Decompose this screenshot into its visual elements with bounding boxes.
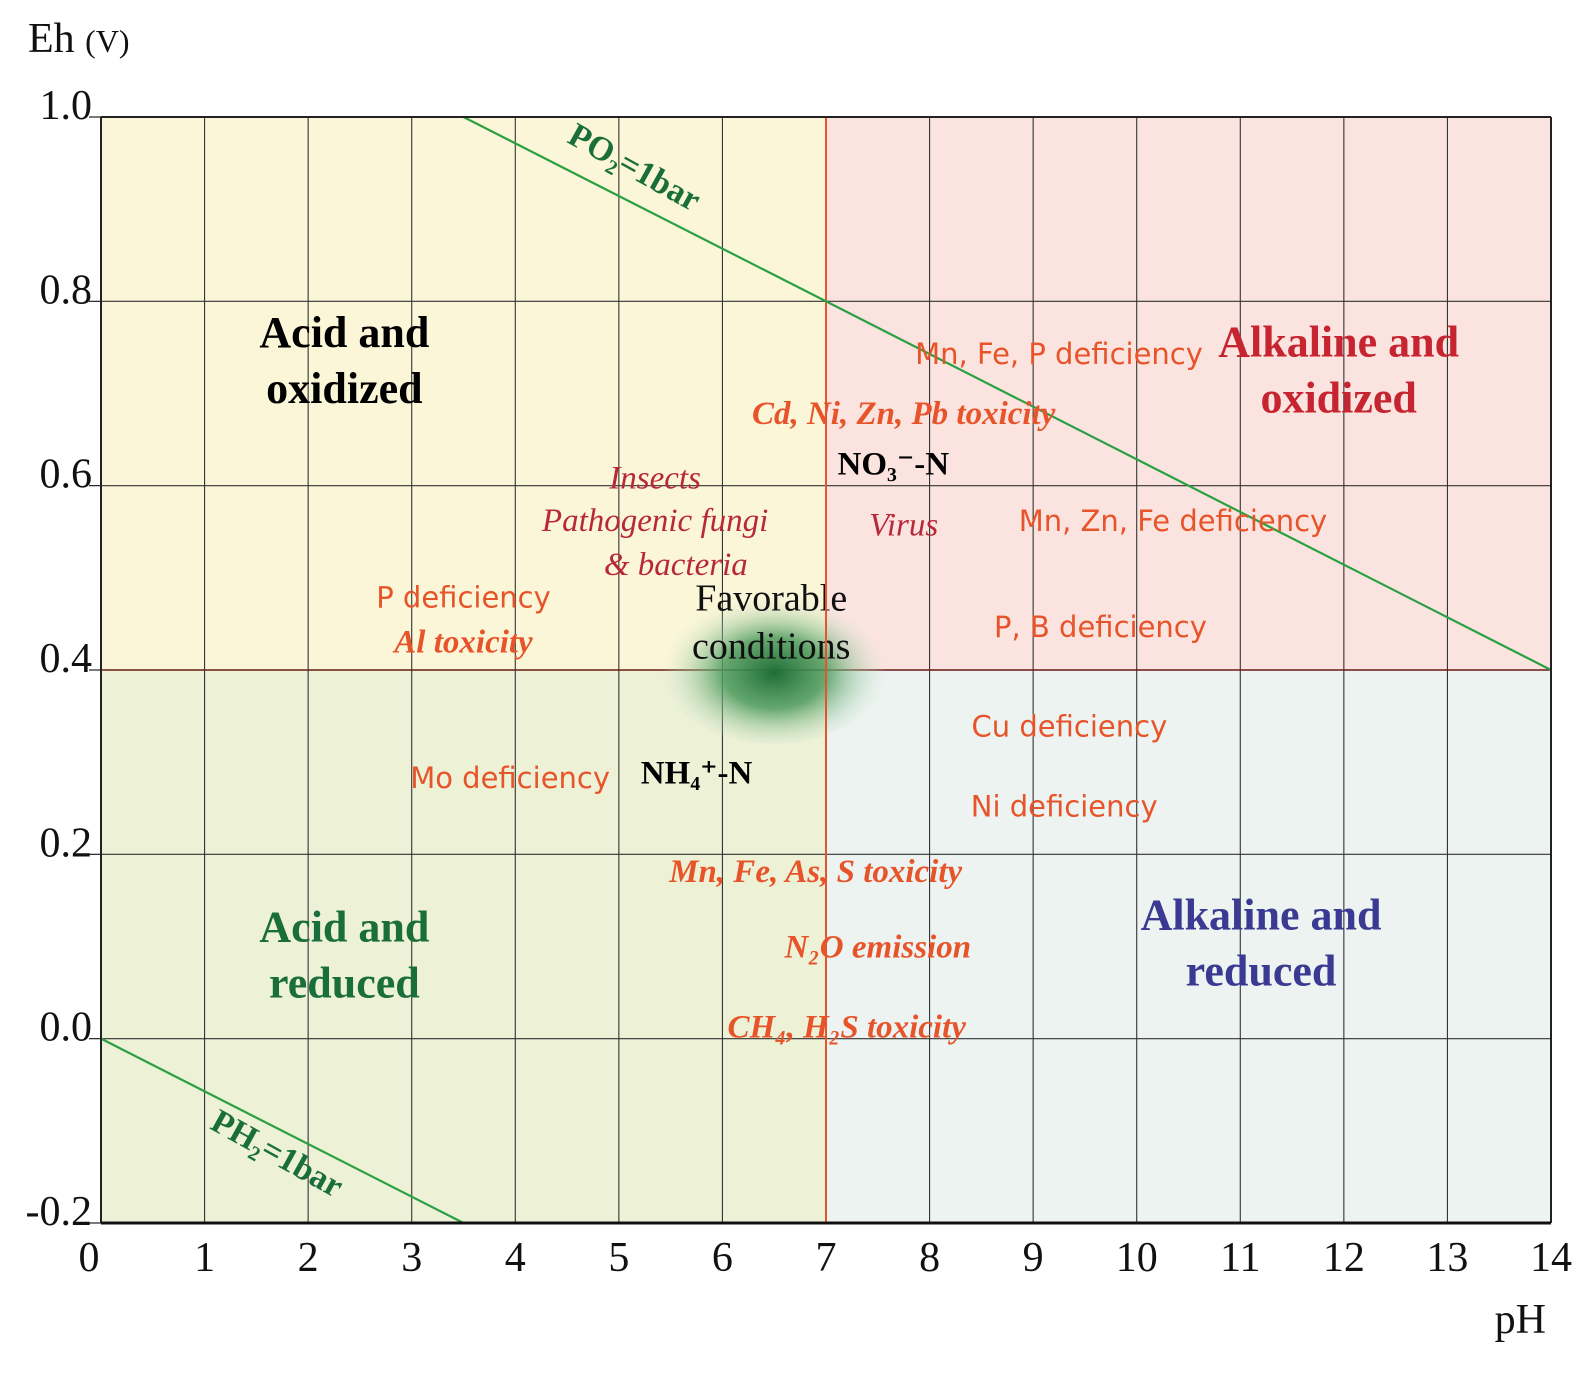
line-po2-1bar	[463, 116, 1552, 671]
y-tick-label-0-2: 0.2	[40, 820, 93, 866]
annotation-mn-zn-fe-deficiency-7: Mn, Zn, Fe deficiency	[1019, 504, 1328, 538]
x-tick-label-2: 2	[298, 1235, 319, 1281]
annotation-mn-fe-p-deficiency-0: Mn, Fe, P deficiency	[915, 337, 1203, 371]
annotation-mo-deficiency-12: Mo deficiency	[410, 761, 610, 795]
annotation-no-n-2: NO₃⁻-N	[838, 447, 950, 483]
region-label-line-0: Alkaline and	[1141, 891, 1382, 940]
annotation-cu-deficiency-11: Cu deficiency	[972, 709, 1168, 743]
x-tick-label-9: 9	[1023, 1235, 1044, 1281]
x-tick-label-3: 3	[401, 1235, 422, 1281]
favorable-conditions-line-1: conditions	[692, 625, 850, 667]
x-tick-label-14: 14	[1530, 1235, 1572, 1281]
annotation-pathogenic-fungi-4: Pathogenic fungi	[541, 503, 768, 539]
annotation-n-o-emission-16: N₂O emission	[783, 930, 971, 966]
favorable-conditions-label: Favorable conditions	[692, 577, 850, 667]
region-label-line-1: oxidized	[1260, 373, 1416, 422]
region-label-line-0: Alkaline and	[1218, 317, 1459, 366]
annotation-ni-deficiency-14: Ni deficiency	[971, 790, 1158, 824]
annotation-al-toxicity-9: Al toxicity	[392, 624, 533, 660]
line-ph2-1bar	[100, 1037, 464, 1224]
x-tick-label-5: 5	[608, 1235, 629, 1281]
annotations-layer: Mn, Fe, P deficiency Cd, Ni, Zn, Pb toxic…	[376, 337, 1327, 1046]
x-tick-label-11: 11	[1220, 1235, 1260, 1281]
annotation-virus-6: Virus	[869, 507, 938, 543]
annotation-mn-fe-as-s-toxicity-15: Mn, Fe, As, S toxicity	[668, 854, 962, 890]
x-tick-label-7: 7	[816, 1235, 837, 1281]
y-axis-title: Eh (V)	[28, 16, 130, 62]
y-tick-label-0-0: 0.0	[40, 1005, 93, 1051]
y-tick-label-0-2: -0.2	[26, 1189, 93, 1235]
x-tick-label-12: 12	[1323, 1235, 1365, 1281]
region-label-alkaline-and-oxidized: Alkaline and oxidized	[1218, 317, 1459, 422]
region-acid-and-oxidized	[101, 117, 826, 670]
favorable-zone-layer: Favorable conditions	[660, 577, 889, 744]
favorable-conditions-zone	[660, 587, 889, 744]
x-tick-label-10: 10	[1116, 1235, 1158, 1281]
axes-layer: -0.20.00.20.40.60.81.00 1 2 3 4 5 6 7 8 9 10 11 12 13…	[26, 16, 1573, 1343]
favorable-conditions-line-0: Favorable	[695, 577, 847, 619]
x-tick-label-8: 8	[919, 1235, 940, 1281]
annotation-p-deficiency-8: P deficiency	[376, 580, 551, 614]
annotation-bacteria-5: & bacteria	[604, 547, 748, 583]
x-tick-label-1: 1	[194, 1235, 215, 1281]
region-acid-and-reduced	[101, 670, 826, 1223]
y-tick-label-0-4: 0.4	[40, 636, 93, 682]
x-axis-title: pH	[1495, 1297, 1546, 1343]
x-tick-label-13: 13	[1426, 1235, 1468, 1281]
x-tick-label-4: 4	[505, 1235, 526, 1281]
regions-layer	[101, 117, 1551, 1223]
y-axis-title-name: Eh	[28, 16, 85, 62]
region-label-acid-and-reduced: Acid and reduced	[259, 903, 429, 1008]
annotation-p-b-deficiency-10: P, B deficiency	[994, 610, 1207, 644]
y-tick-label-1-0: 1.0	[40, 83, 93, 129]
x-tick-label-6: 6	[712, 1235, 733, 1281]
annotation-cd-ni-zn-pb-toxicity-1: Cd, Ni, Zn, Pb toxicity	[752, 396, 1056, 432]
region-alkaline-and-reduced	[826, 670, 1551, 1223]
annotation-nh-n-13: NH₄⁺-N	[641, 755, 753, 791]
region-label-line-0: Acid and	[259, 308, 429, 357]
y-axis-title-unit: (V)	[85, 23, 129, 59]
region-label-line-1: reduced	[1186, 947, 1337, 996]
annotation-ch-h-s-toxicity-17: CH₄, H₂S toxicity	[727, 1010, 966, 1046]
region-label-line-1: reduced	[269, 959, 420, 1008]
region-label-acid-and-oxidized: Acid and oxidized	[259, 308, 429, 413]
region-label-line-0: Acid and	[259, 903, 429, 952]
region-alkaline-and-oxidized	[826, 117, 1551, 670]
x-tick-label-0: 0	[79, 1235, 100, 1281]
region-label-line-1: oxidized	[266, 364, 422, 413]
y-tick-label-0-6: 0.6	[40, 452, 93, 498]
region-label-alkaline-and-reduced: Alkaline and reduced	[1141, 891, 1382, 996]
annotation-insects-3: Insects	[608, 460, 701, 496]
y-tick-label-0-8: 0.8	[40, 267, 93, 313]
